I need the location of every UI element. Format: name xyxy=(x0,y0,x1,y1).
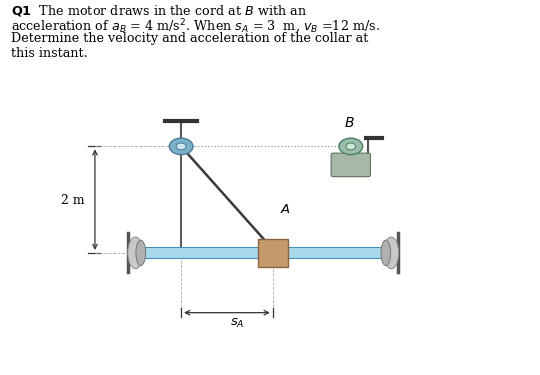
Ellipse shape xyxy=(381,240,390,266)
Text: 2 m: 2 m xyxy=(60,194,84,207)
Text: acceleration of $a_B$ = 4 m/s$^2$. When $s_A$ = 3  m, $v_B$ =12 m/s.: acceleration of $a_B$ = 4 m/s$^2$. When … xyxy=(11,18,381,36)
Text: this instant.: this instant. xyxy=(11,47,88,60)
Text: $A$: $A$ xyxy=(280,202,291,216)
Circle shape xyxy=(346,143,356,150)
Circle shape xyxy=(176,143,186,150)
Ellipse shape xyxy=(128,237,143,269)
Circle shape xyxy=(169,138,193,154)
FancyBboxPatch shape xyxy=(331,153,370,177)
Text: $s_A$: $s_A$ xyxy=(231,317,245,330)
Ellipse shape xyxy=(383,237,399,269)
Text: $\mathbf{Q1}$  The motor draws in the cord at $B$ with an: $\mathbf{Q1}$ The motor draws in the cor… xyxy=(11,3,307,18)
Text: $B$: $B$ xyxy=(345,116,355,130)
Bar xyxy=(258,239,287,267)
Circle shape xyxy=(339,138,363,154)
Bar xyxy=(138,247,388,258)
Text: Determine the velocity and acceleration of the collar at: Determine the velocity and acceleration … xyxy=(11,33,369,45)
Ellipse shape xyxy=(136,240,146,266)
